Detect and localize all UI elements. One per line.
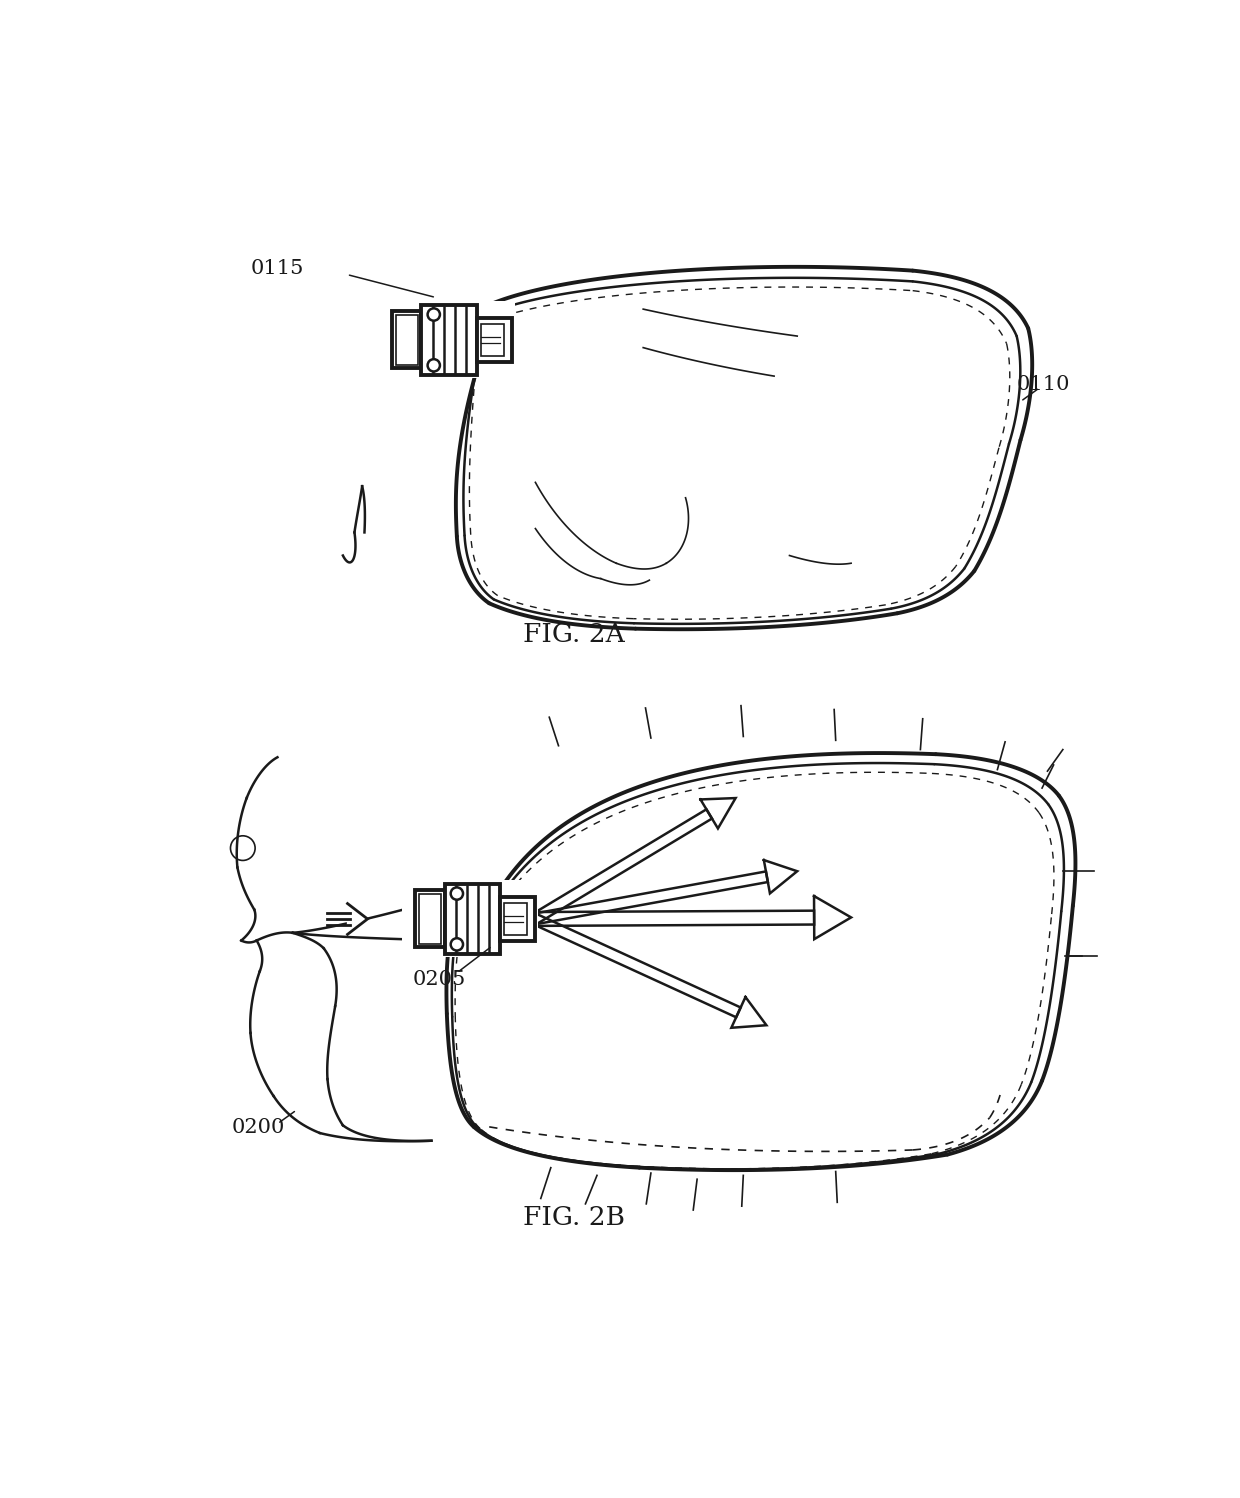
Circle shape: [450, 938, 463, 951]
Bar: [415, 890, 444, 947]
Bar: [422, 306, 477, 374]
Circle shape: [428, 309, 440, 321]
Text: FIG. 2B: FIG. 2B: [523, 1206, 625, 1230]
Bar: [477, 318, 512, 363]
Text: FIG. 2A: FIG. 2A: [523, 622, 625, 647]
Bar: [444, 884, 500, 954]
Bar: [396, 315, 418, 364]
Text: 0200: 0200: [231, 1118, 285, 1137]
Bar: [402, 881, 538, 957]
Polygon shape: [532, 809, 712, 924]
Bar: [419, 893, 440, 944]
Text: 0115: 0115: [250, 259, 304, 279]
Polygon shape: [701, 798, 735, 828]
Polygon shape: [764, 860, 797, 893]
Bar: [379, 301, 516, 379]
Text: 0110: 0110: [1017, 374, 1070, 394]
Bar: [500, 897, 534, 941]
Bar: [392, 310, 422, 369]
Polygon shape: [732, 998, 766, 1028]
Circle shape: [450, 887, 463, 900]
Polygon shape: [532, 914, 740, 1017]
Circle shape: [428, 360, 440, 372]
Polygon shape: [533, 872, 768, 924]
Text: 0205: 0205: [412, 971, 465, 989]
Polygon shape: [534, 911, 815, 926]
Polygon shape: [347, 903, 367, 935]
Bar: [503, 903, 527, 935]
Bar: [481, 324, 503, 357]
Polygon shape: [813, 896, 851, 939]
